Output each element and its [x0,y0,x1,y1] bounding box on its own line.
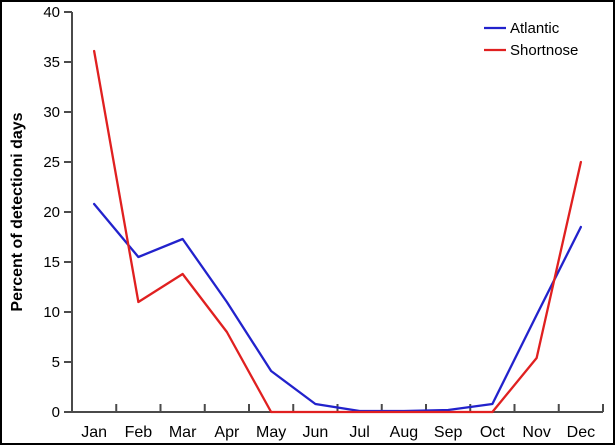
legend: Atlantic Shortnose [484,20,578,59]
x-month-label: Nov [522,424,550,441]
x-month-label: Jul [349,424,369,441]
y-tick-label: 0 [52,404,60,421]
y-axis-title: Percent of detectioni days [9,112,26,311]
y-tick-label: 40 [43,4,60,21]
series-line-atlantic [92,202,583,413]
legend-label-shortnose: Shortnose [510,42,578,59]
legend-item: Atlantic [484,20,560,37]
x-month-label: Dec [567,424,595,441]
y-tick-label: 30 [43,104,60,121]
legend-item: Shortnose [484,42,578,59]
y-tick-label: 10 [43,304,60,321]
y-tick-label: 5 [52,354,60,371]
y-tick-label: 25 [43,154,60,171]
y-tick-label: 20 [43,204,60,221]
x-month-label: Aug [390,424,418,441]
series-line-shortnose [92,49,583,414]
x-month-label: Sep [434,424,463,441]
x-month-label: Apr [214,424,240,441]
y-tick-label: 35 [43,54,60,71]
legend-label-atlantic: Atlantic [510,20,560,37]
x-month-label: Jan [81,424,107,441]
x-month-label: Oct [480,424,505,441]
y-tick-label: 15 [43,254,60,271]
x-month-label: Feb [125,424,153,441]
x-month-label: Mar [169,424,197,441]
x-month-label: May [256,424,286,441]
x-month-label: Jun [302,424,328,441]
